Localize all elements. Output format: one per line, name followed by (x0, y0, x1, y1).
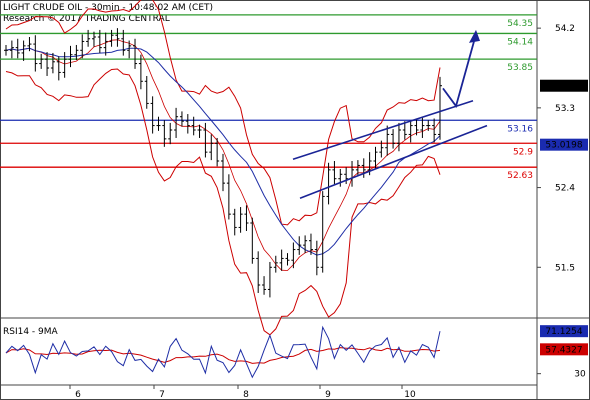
price-tick-label: 51.5 (555, 263, 575, 273)
time-tick-label: 7 (159, 390, 165, 400)
price-tick-label: 52.4 (555, 184, 575, 194)
level-label: 52.63 (507, 171, 533, 181)
price-bars (4, 28, 442, 297)
rsi-label: RSI14 - 9MA (3, 327, 59, 337)
rsi-value-tag-label: 71.1254 (545, 327, 582, 337)
moving-average (6, 48, 440, 255)
value-tag-label: 53.55 (551, 82, 577, 92)
level-label: 54.14 (507, 37, 533, 47)
rsi-value-tag-label: 57.4327 (545, 345, 582, 355)
moving-average-line (6, 48, 440, 255)
trend-channel (293, 101, 487, 198)
bollinger-lower (6, 69, 440, 335)
time-tick-label: 9 (325, 390, 331, 400)
price-tick-label: 54.2 (555, 24, 575, 34)
time-tick-label: 8 (243, 390, 249, 400)
level-label: 52.9 (513, 147, 533, 157)
time-tick-label: 10 (404, 390, 416, 400)
level-label: 54.35 (507, 19, 533, 29)
rsi-line (6, 327, 440, 377)
projection-arrow (443, 30, 480, 106)
level-label: 53.16 (507, 124, 533, 134)
arrow-head-icon (469, 30, 480, 43)
price-tick-label: 53.3 (555, 104, 575, 114)
rsi-panel: 30 71.1254 57.4327 (6, 325, 588, 379)
value-tag-label: 53.0198 (545, 141, 582, 151)
level-label: 53.85 (507, 63, 533, 73)
channel-upper-line (293, 101, 473, 159)
rsi-ma-line (6, 348, 440, 364)
level-lines: 54.35 54.14 53.85 53.16 52.9 52.63 (0, 15, 537, 181)
time-tick-label: 6 (75, 390, 81, 400)
time-axis-ticks: 6 7 8 9 10 (70, 385, 416, 400)
value-tags: 53.55 53.0198 (540, 80, 588, 151)
rsi-tick-label: 30 (574, 370, 586, 380)
arrow-path (443, 41, 474, 106)
